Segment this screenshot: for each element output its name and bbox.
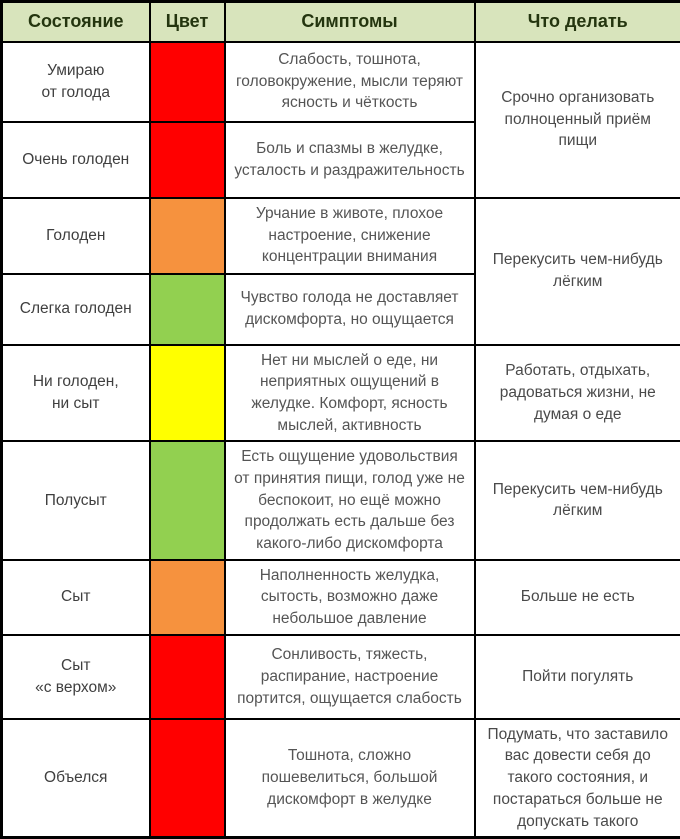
state-cell: Умираю от голода	[2, 42, 150, 122]
color-swatch-green	[150, 274, 225, 345]
symptoms-cell: Наполненность желудка, сытость, возможно…	[225, 560, 475, 635]
action-cell: Перекусить чем-нибудь лёгким	[475, 198, 680, 345]
symptoms-cell: Есть ощущение удовольствия от принятия п…	[225, 441, 475, 559]
table-row-dying-of-hunger: Умираю от голода Слабость, тошнота, голо…	[2, 42, 680, 122]
state-cell: Слегка голоден	[2, 274, 150, 345]
state-cell: Голоден	[2, 198, 150, 274]
table-row-half-full: Полусыт Есть ощущение удовольствия от пр…	[2, 441, 680, 559]
action-cell: Перекусить чем-нибудь лёгким	[475, 441, 680, 559]
symptoms-cell: Нет ни мыслей о еде, ни неприятных ощуще…	[225, 345, 475, 442]
header-action: Что делать	[475, 2, 680, 42]
header-row: Состояние Цвет Симптомы Что делать	[2, 2, 680, 42]
state-cell: Объелся	[2, 719, 150, 838]
table-row-overfull: Сыт «с верхом» Сонливость, тяжесть, расп…	[2, 635, 680, 719]
header-color: Цвет	[150, 2, 225, 42]
color-swatch-red	[150, 719, 225, 838]
symptoms-cell: Тошнота, сложно пошевелиться, большой ди…	[225, 719, 475, 838]
symptoms-cell: Сонливость, тяжесть, распирание, настрое…	[225, 635, 475, 719]
color-swatch-orange	[150, 198, 225, 274]
action-cell: Срочно организовать полноценный приём пи…	[475, 42, 680, 198]
action-cell: Больше не есть	[475, 560, 680, 635]
state-cell: Ни голоден, ни сыт	[2, 345, 150, 442]
symptoms-cell: Слабость, тошнота, головокружение, мысли…	[225, 42, 475, 122]
state-cell: Полусыт	[2, 441, 150, 559]
table-row-hungry: Голоден Урчание в животе, плохое настрое…	[2, 198, 680, 274]
symptoms-cell: Боль и спазмы в желудке, усталость и раз…	[225, 122, 475, 198]
header-state: Состояние	[2, 2, 150, 42]
action-cell: Пойти погулять	[475, 635, 680, 719]
state-cell: Сыт	[2, 560, 150, 635]
hunger-scale-page: Состояние Цвет Симптомы Что делать Умира…	[0, 0, 680, 801]
color-swatch-orange	[150, 560, 225, 635]
table-row-overate: Объелся Тошнота, сложно пошевелиться, бо…	[2, 719, 680, 838]
color-swatch-green	[150, 441, 225, 559]
color-swatch-red	[150, 42, 225, 122]
table-row-neither-hungry-nor-full: Ни голоден, ни сыт Нет ни мыслей о еде, …	[2, 345, 680, 442]
symptoms-cell: Урчание в животе, плохое настроение, сни…	[225, 198, 475, 274]
header-symptoms: Симптомы	[225, 2, 475, 42]
state-cell: Очень голоден	[2, 122, 150, 198]
color-swatch-red	[150, 635, 225, 719]
action-cell: Работать, отдыхать, радоваться жизни, не…	[475, 345, 680, 442]
action-cell: Подумать, что заставило вас довести себя…	[475, 719, 680, 838]
color-swatch-red	[150, 122, 225, 198]
symptoms-cell: Чувство голода не доставляет дискомфорта…	[225, 274, 475, 345]
state-cell: Сыт «с верхом»	[2, 635, 150, 719]
table-row-full: Сыт Наполненность желудка, сытость, возм…	[2, 560, 680, 635]
color-swatch-yellow	[150, 345, 225, 442]
